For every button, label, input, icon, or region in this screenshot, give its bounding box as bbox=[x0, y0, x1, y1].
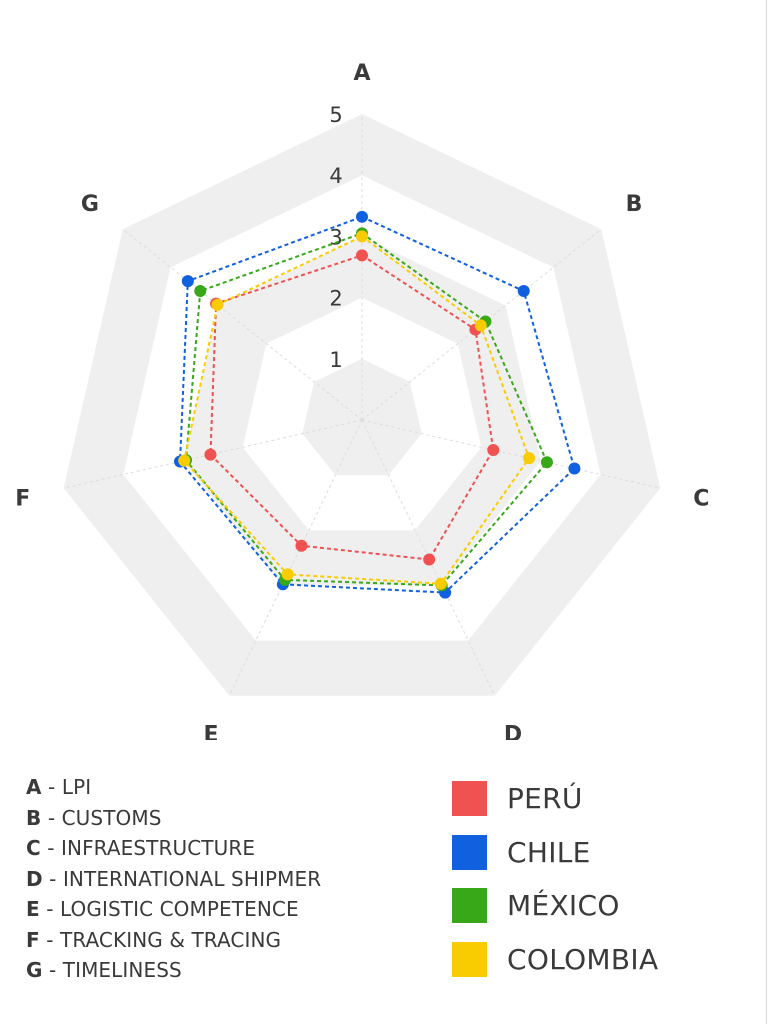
axis-label: A bbox=[353, 61, 370, 86]
ring-label: 5 bbox=[329, 103, 342, 127]
radar-spoke bbox=[361, 419, 661, 489]
series-line bbox=[184, 232, 549, 587]
series-point[interactable] bbox=[178, 454, 191, 467]
series-point[interactable] bbox=[194, 285, 207, 298]
series-point[interactable] bbox=[540, 456, 553, 469]
series-legend: PERÚ CHILE MÉXICO COLOMBIA bbox=[452, 772, 658, 986]
series-point[interactable] bbox=[434, 577, 447, 590]
axis-legend: A - LPI B - CUSTOMS C - INFRAESTRUCTURE … bbox=[26, 772, 321, 986]
series-point[interactable] bbox=[523, 452, 536, 465]
series-line bbox=[209, 254, 495, 561]
series-point[interactable] bbox=[423, 553, 436, 566]
series-point[interactable] bbox=[211, 298, 224, 311]
axis-label: D bbox=[504, 723, 522, 740]
radar-chart-svg: 1 2 3 4 5 A B C D E F G bbox=[15, 61, 709, 740]
series-swatch bbox=[452, 941, 487, 977]
series-point[interactable] bbox=[204, 448, 217, 461]
radar-ring-labels: 1 2 3 4 5 bbox=[329, 103, 342, 372]
series-point[interactable] bbox=[281, 568, 294, 581]
axis-label: F bbox=[15, 486, 30, 511]
ring-label: 3 bbox=[329, 225, 342, 249]
axis-label: E bbox=[203, 723, 218, 740]
axis-legend-item: D - INTERNATIONAL SHIPMER bbox=[26, 866, 322, 891]
series-point[interactable] bbox=[517, 285, 530, 298]
series-point[interactable] bbox=[487, 443, 500, 456]
series-swatch bbox=[452, 834, 487, 870]
series-point[interactable] bbox=[356, 210, 368, 223]
series-name: COLOMBIA bbox=[507, 942, 659, 976]
radar-series bbox=[174, 210, 581, 599]
series-swatch bbox=[452, 888, 487, 924]
series-name: CHILE bbox=[507, 835, 591, 869]
series-group bbox=[178, 230, 536, 590]
axis-legend-item: A - LPI bbox=[26, 775, 92, 799]
radar-axis-labels: A B C D E F G bbox=[15, 61, 709, 740]
series-legend-item[interactable]: PERÚ bbox=[452, 772, 658, 826]
radar-band-1 bbox=[302, 358, 422, 476]
axis-label: G bbox=[81, 192, 99, 217]
series-point[interactable] bbox=[356, 249, 368, 262]
axis-legend-item: E - LOGISTIC COMPETENCE bbox=[26, 897, 299, 921]
axis-label: B bbox=[626, 192, 643, 217]
series-legend-item[interactable]: MÉXICO bbox=[452, 879, 658, 933]
series-legend-item[interactable]: COLOMBIA bbox=[452, 933, 658, 987]
axis-legend-item: F - TRACKING & TRACING bbox=[26, 927, 282, 952]
series-swatch bbox=[452, 781, 487, 817]
series-name: MÉXICO bbox=[507, 889, 620, 923]
ring-label: 4 bbox=[329, 164, 342, 188]
ring-label: 2 bbox=[329, 287, 342, 311]
radar-spoke bbox=[228, 419, 363, 696]
axis-label: C bbox=[693, 486, 709, 511]
series-legend-item[interactable]: CHILE bbox=[452, 826, 658, 880]
series-name: PERÚ bbox=[507, 782, 583, 816]
radar-spoke bbox=[122, 228, 363, 421]
series-line bbox=[183, 235, 531, 585]
radar-chart: 1 2 3 4 5 A B C D E F G bbox=[15, 61, 709, 740]
series-point[interactable] bbox=[181, 275, 194, 288]
axis-legend-item: G - TIMELINESS bbox=[26, 958, 182, 982]
panel-right-border bbox=[766, 0, 767, 1024]
series-point[interactable] bbox=[474, 319, 487, 332]
series-point[interactable] bbox=[356, 230, 368, 243]
series-point[interactable] bbox=[568, 462, 581, 475]
ring-label: 1 bbox=[329, 348, 342, 372]
axis-legend-item: B - CUSTOMS bbox=[26, 805, 162, 830]
axis-legend-item: C - INFRAESTRUCTURE bbox=[26, 836, 256, 860]
series-point[interactable] bbox=[295, 539, 308, 552]
